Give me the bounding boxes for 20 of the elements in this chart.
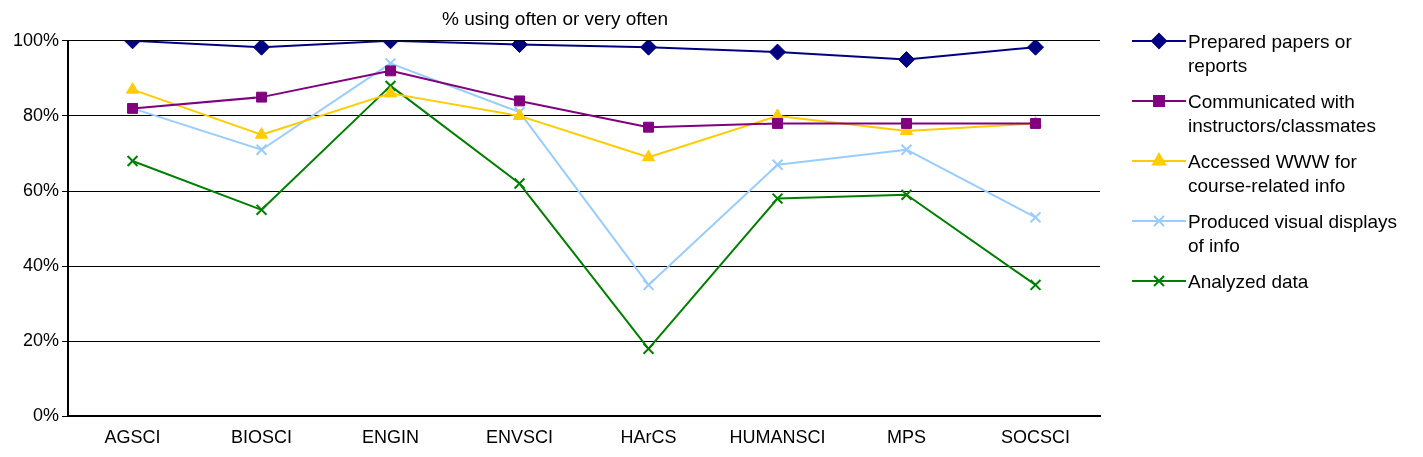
y-tick-label: 40% [23, 255, 60, 276]
x-tick-label: SOCSCI [1000, 427, 1071, 448]
y-tick-label: 0% [33, 405, 60, 426]
x-tick-label: MPS [887, 427, 927, 448]
x-tick-label: ENGIN [362, 427, 420, 448]
x-tick-label: HUMANSCI [729, 427, 826, 448]
x-tick-label: BIOSCI [231, 427, 293, 448]
legend-label: Communicated with instructors/classmates [1188, 90, 1377, 138]
x-tick-label: HArCS [620, 427, 677, 448]
legend-label: Prepared papers or reports [1188, 30, 1353, 78]
y-tick-label: 80% [23, 104, 60, 125]
legend-label: Analyzed data [1188, 270, 1309, 294]
legend-label: Produced visual displays of info [1188, 210, 1399, 258]
y-tick-label: 100% [12, 29, 60, 50]
chart-subtitle: % using often or very often [441, 7, 669, 29]
legend-label: Accessed WWW for course-related info [1188, 150, 1358, 198]
x-tick-label: AGSCI [104, 427, 161, 448]
x-tick-label: ENVSCI [486, 427, 554, 448]
y-tick-label: 20% [23, 330, 60, 351]
y-tick-label: 60% [23, 180, 60, 201]
